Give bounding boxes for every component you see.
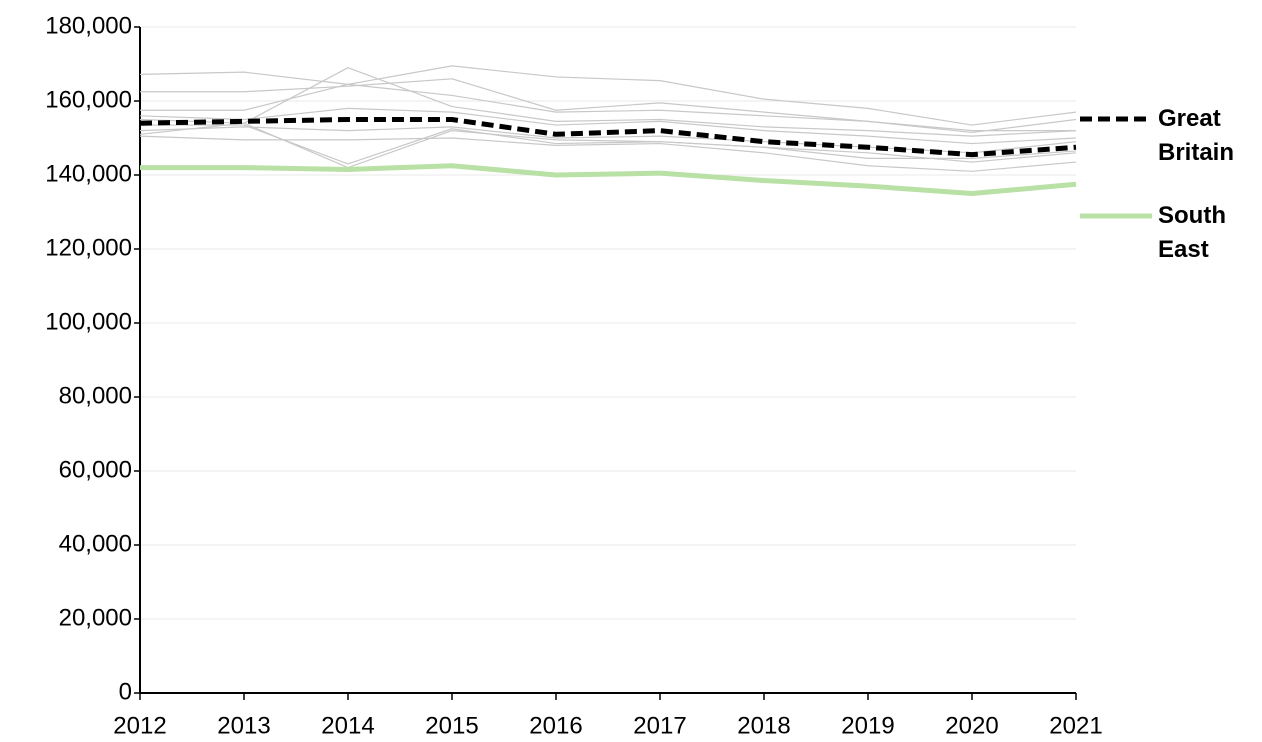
y-tick-label: 60,000 [59,456,132,483]
y-tick-label: 20,000 [59,604,132,631]
y-tick-label: 100,000 [45,308,132,335]
y-tick-label: 160,000 [45,86,132,113]
legend-label: Great Britain [1158,105,1235,166]
background-line [140,124,1077,165]
background-line [139,107,1077,145]
background-line [140,78,1077,134]
x-tick-label: 2012 [113,712,166,739]
series-line [139,117,1077,158]
y-tick-label: 0 [119,678,132,705]
x-tick-label: 2020 [945,712,998,739]
y-tick-label: 180,000 [45,12,132,39]
y-tick-label: 80,000 [59,382,132,409]
x-tick-label: 2015 [425,712,478,739]
legend-label: South East [1158,202,1226,263]
background-line [139,67,1077,137]
background-line [139,135,1077,172]
series-line [140,163,1077,196]
background-line [139,65,1077,126]
y-tick-label: 140,000 [45,160,132,187]
x-tick-label: 2021 [1049,712,1102,739]
background-line [139,122,1077,169]
background-line [140,83,1076,132]
x-tick-label: 2013 [217,712,270,739]
y-tick-label: 40,000 [59,530,132,557]
x-tick-label: 2019 [841,712,894,739]
y-tick-label: 120,000 [45,234,132,261]
x-tick-label: 2018 [737,712,790,739]
x-tick-label: 2016 [529,712,582,739]
x-tick-label: 2017 [633,712,686,739]
x-tick-label: 2014 [321,712,374,739]
